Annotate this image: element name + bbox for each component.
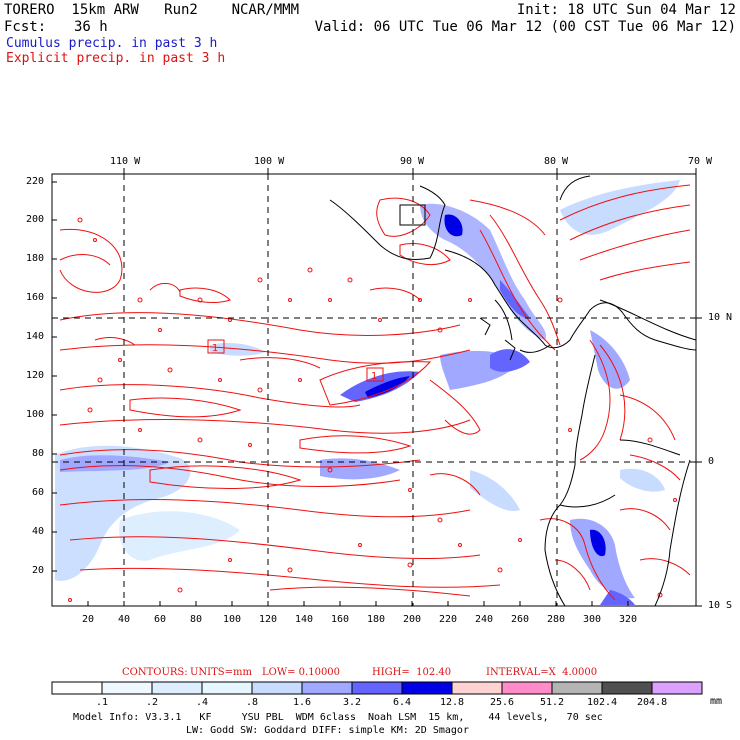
svg-text:1: 1: [212, 343, 218, 354]
colorbar-level-label: 102.4: [587, 697, 618, 708]
colorbar-level-label: 6.4: [393, 697, 412, 708]
x-tick-label: 220: [439, 614, 458, 625]
colorbar-level-label: .8: [246, 697, 259, 708]
forecast-hour: 36 h: [74, 19, 108, 35]
x-tick-label: 260: [511, 614, 530, 625]
explicit-legend: Explicit precip. in past 3 h: [6, 51, 226, 66]
svg-text:1: 1: [371, 371, 377, 382]
x-tick-label: 180: [367, 614, 386, 625]
y-tick-label: 120: [26, 370, 45, 381]
lon-label-110w: 110 W: [110, 156, 141, 167]
x-tick-label: 300: [583, 614, 602, 625]
left-y-ticks: [52, 181, 57, 572]
coastlines: [329, 175, 696, 606]
lon-label-90w: 90 W: [400, 156, 425, 167]
init-time: Init: 18 UTC Sun 04 Mar 12: [516, 2, 736, 18]
cumulus-precip-shading: [55, 180, 680, 605]
y-tick-label: 80: [32, 448, 45, 459]
forecast-label: Fcst:: [4, 19, 47, 35]
lon-label-80w: 80 W: [544, 156, 569, 167]
contour-speckle: [68, 217, 677, 602]
colorbar-unit: mm: [710, 696, 723, 707]
colorbar-level-label: .1: [96, 697, 109, 708]
right-lat-ticks: [696, 317, 702, 607]
x-tick-label: 20: [82, 614, 95, 625]
max-markers: 1 1: [207, 339, 384, 382]
contours-high: HIGH= 102.40: [372, 667, 452, 678]
colorbar-level-label: 25.6: [490, 697, 515, 708]
x-tick-label: 80: [190, 614, 203, 625]
colorbar-level-label: 3.2: [343, 697, 362, 708]
x-tick-label: 120: [259, 614, 278, 625]
y-tick-label: 60: [32, 487, 45, 498]
model-title: TORERO 15km ARW Run2 NCAR/MMM: [4, 2, 300, 18]
y-tick-label: 180: [26, 253, 45, 264]
explicit-precip-contours: [59, 184, 691, 601]
x-tick-label: 60: [154, 614, 167, 625]
graticule: [52, 174, 696, 606]
y-tick-label: 100: [26, 409, 45, 420]
contours-low: LOW= 0.10000: [262, 667, 341, 678]
y-tick-label: 160: [26, 292, 45, 303]
lat-label-10s: 10 S: [708, 600, 733, 611]
contours-label: CONTOURS:: [122, 667, 188, 678]
cumulus-legend: Cumulus precip. in past 3 h: [6, 36, 218, 51]
model-info: Model Info: V3.3.1 KF YSU PBL WDM 6class…: [73, 712, 603, 723]
colorbar-level-label: .4: [196, 697, 209, 708]
y-tick-label: 40: [32, 526, 45, 537]
colorbar-level-label: .2: [146, 697, 159, 708]
x-tick-label: 40: [118, 614, 131, 625]
x-tick-label: 160: [331, 614, 350, 625]
bottom-x-ticks: [87, 601, 629, 606]
colorbar-level-label: 204.8: [637, 697, 668, 708]
x-tick-label: 240: [475, 614, 494, 625]
map-frame: [51, 173, 697, 607]
y-tick-label: 200: [26, 214, 45, 225]
lat-label-10n: 10 N: [708, 312, 733, 323]
colorbar-level-label: 51.2: [540, 697, 565, 708]
lon-label-70w: 70 W: [688, 156, 713, 167]
x-tick-label: 320: [619, 614, 638, 625]
top-lon-ticks: [123, 168, 697, 174]
contours-interval: INTERVAL=X 4.0000: [486, 667, 598, 678]
physics-info: LW: Godd SW: Goddard DIFF: simple KM: 2D…: [186, 725, 469, 736]
x-tick-label: 280: [547, 614, 566, 625]
valid-time: Valid: 06 UTC Tue 06 Mar 12 (00 CST Tue …: [314, 19, 736, 35]
x-tick-label: 100: [223, 614, 242, 625]
y-tick-label: 220: [26, 176, 45, 187]
lat-label-0: 0: [708, 456, 715, 467]
colorbar-level-label: 12.8: [440, 697, 465, 708]
lon-label-100w: 100 W: [254, 156, 285, 167]
colorbar-level-label: 1.6: [293, 697, 312, 708]
y-tick-label: 140: [26, 331, 45, 342]
y-tick-label: 20: [32, 565, 45, 576]
contours-units: UNITS=mm: [190, 667, 252, 678]
x-tick-label: 200: [403, 614, 422, 625]
x-tick-label: 140: [295, 614, 314, 625]
